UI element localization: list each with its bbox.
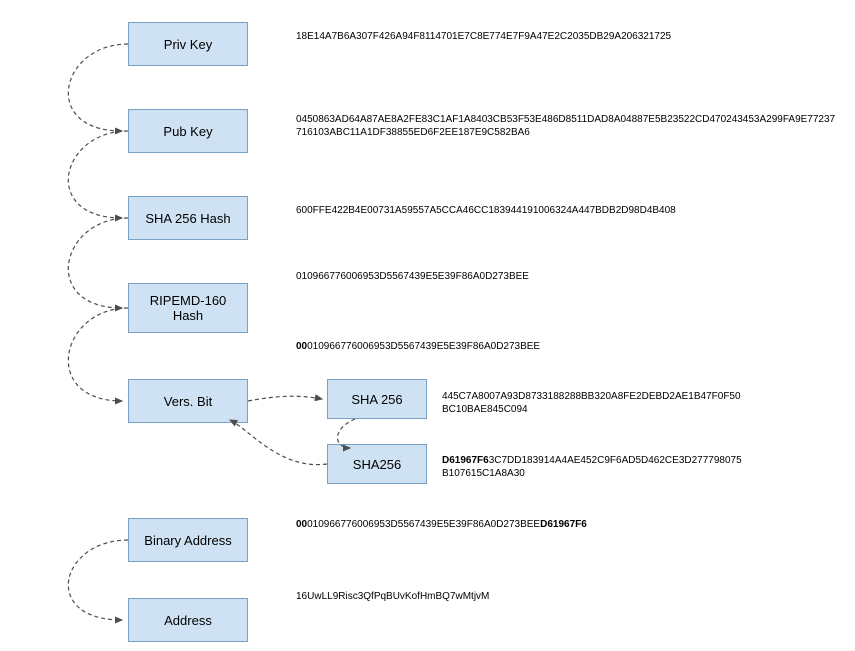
hex-text: 010966776006953D5567439E5E39F86A0D273BEE	[307, 519, 540, 530]
hex-text: 600FFE422B4E00731A59557A5CCA46CC18394419…	[296, 205, 676, 216]
node-versbit: Vers. Bit	[128, 379, 248, 423]
value-sha-b: D61967F63C7DD183914A4AE452C9F6AD5D462CE3…	[442, 454, 742, 480]
hex-text: 0450863AD64A87AE8A2FE83C1AF1A8403CB53F53…	[296, 114, 835, 138]
hex-text: 010966776006953D5567439E5E39F86A0D273BEE	[296, 271, 529, 282]
node-label: Vers. Bit	[164, 394, 212, 409]
value-ripemd: 010966776006953D5567439E5E39F86A0D273BEE	[296, 270, 529, 283]
hex-text: 16UwLL9Risc3QfPqBUvKofHmBQ7wMtjvM	[296, 591, 489, 602]
node-label: Address	[164, 613, 212, 628]
value-addr: 16UwLL9Risc3QfPqBUvKofHmBQ7wMtjvM	[296, 590, 489, 603]
node-label: Binary Address	[144, 533, 231, 548]
node-label: SHA 256	[351, 392, 402, 407]
node-pubkey: Pub Key	[128, 109, 248, 153]
arrow-pub-sha	[68, 131, 128, 218]
node-sha256b: SHA256	[327, 444, 427, 484]
arrow-bin-addr	[68, 540, 128, 620]
arrow-vers-sha256a	[248, 396, 322, 401]
hex-text: 010966776006953D5567439E5E39F86A0D273BEE	[307, 341, 540, 352]
hex-text: 445C7A8007A93D8733188288BB320A8FE2DEBD2A…	[442, 391, 741, 415]
node-label: SHA 256 Hash	[145, 211, 230, 226]
node-label: RIPEMD-160 Hash	[133, 293, 243, 323]
node-privkey: Priv Key	[128, 22, 248, 66]
node-label: Pub Key	[163, 124, 212, 139]
arrow-ripemd-vers	[68, 308, 128, 401]
node-sha256: SHA 256 Hash	[128, 196, 248, 240]
node-binaddr: Binary Address	[128, 518, 248, 562]
value-pub: 0450863AD64A87AE8A2FE83C1AF1A8403CB53F53…	[296, 113, 836, 139]
arrow-sha256b-vers	[230, 420, 327, 465]
arrow-priv-pub	[68, 44, 128, 131]
value-vers: 00010966776006953D5567439E5E39F86A0D273B…	[296, 340, 540, 353]
value-sha: 600FFE422B4E00731A59557A5CCA46CC18394419…	[296, 204, 676, 217]
hex-bold: 00	[296, 341, 307, 352]
node-label: SHA256	[353, 457, 401, 472]
hex-text: 18E14A7B6A307F426A94F8114701E7C8E774E7F9…	[296, 31, 671, 42]
hex-bold: 00	[296, 519, 307, 530]
value-bin: 00010966776006953D5567439E5E39F86A0D273B…	[296, 518, 587, 531]
hex-bold: D61967F6	[540, 519, 587, 530]
node-label: Priv Key	[164, 37, 212, 52]
node-ripemd: RIPEMD-160 Hash	[128, 283, 248, 333]
node-sha256a: SHA 256	[327, 379, 427, 419]
value-priv: 18E14A7B6A307F426A94F8114701E7C8E774E7F9…	[296, 30, 671, 43]
node-address: Address	[128, 598, 248, 642]
hex-bold: D61967F6	[442, 455, 489, 466]
arrow-sha-ripemd	[68, 218, 128, 308]
value-sha-a: 445C7A8007A93D8733188288BB320A8FE2DEBD2A…	[442, 390, 742, 416]
